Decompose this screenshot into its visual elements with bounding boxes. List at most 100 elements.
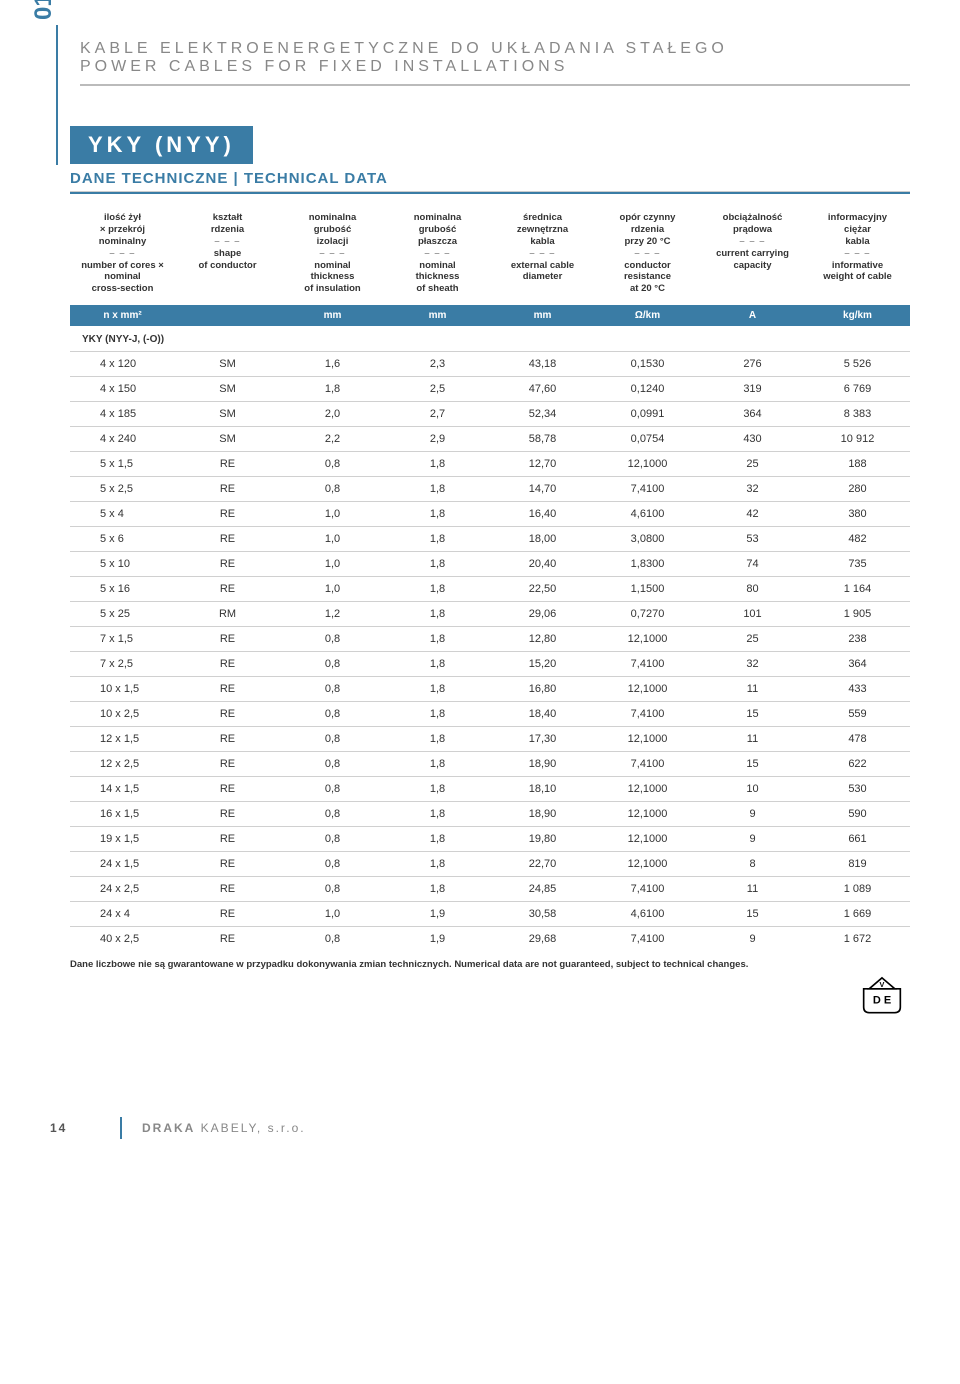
table-cell: 1,2 [280, 602, 385, 627]
product-block: YKY (NYY) DANE TECHNICZNE | TECHNICAL DA… [70, 126, 910, 1025]
table-cell: 1 672 [805, 927, 910, 952]
table-cell: 2,0 [280, 402, 385, 427]
table-cell: 18,10 [490, 777, 595, 802]
table-cell: 1,8 [280, 377, 385, 402]
table-cell: 43,18 [490, 352, 595, 377]
table-cell: RE [175, 927, 280, 952]
header-separator: – – – [177, 236, 278, 248]
table-cell: 12,1000 [595, 777, 700, 802]
table-cell: 7 x 2,5 [70, 652, 175, 677]
column-header: opór czynnyrdzeniaprzy 20 °C– – –conduct… [595, 212, 700, 295]
table-cell: 276 [700, 352, 805, 377]
footer-divider [120, 1117, 122, 1139]
table-cell: 12,1000 [595, 852, 700, 877]
table-cell: 1,9 [385, 902, 490, 927]
side-accent-line [56, 25, 58, 165]
column-header-en: conductorresistanceat 20 °C [597, 260, 698, 296]
table-cell: 8 383 [805, 402, 910, 427]
table-cell: 10 x 1,5 [70, 677, 175, 702]
table-row: 19 x 1,5RE0,81,819,8012,10009661 [70, 827, 910, 852]
column-header-pl: informacyjnyciężarkabla [807, 212, 908, 248]
table-row: 4 x 185SM2,02,752,340,09913648 383 [70, 402, 910, 427]
table-row: 5 x 1,5RE0,81,812,7012,100025188 [70, 452, 910, 477]
table-cell: 1 089 [805, 877, 910, 902]
table-cell: 1,6 [280, 352, 385, 377]
table-cell: 12,80 [490, 627, 595, 652]
table-cell: 1,9 [385, 927, 490, 952]
column-header: nominalnagrubośćpłaszcza– – –nominalthic… [385, 212, 490, 295]
header-separator: – – – [72, 248, 173, 260]
table-cell: 32 [700, 477, 805, 502]
table-cell: 16,80 [490, 677, 595, 702]
table-cell: 0,1240 [595, 377, 700, 402]
table-cell: 15 [700, 752, 805, 777]
table-cell: 12 x 2,5 [70, 752, 175, 777]
table-cell: 8 [700, 852, 805, 877]
table-row: 40 x 2,5RE0,81,929,687,410091 672 [70, 927, 910, 952]
accent-divider [70, 191, 910, 194]
unit-cell: A [700, 305, 805, 326]
header-separator: – – – [702, 236, 803, 248]
table-cell: 9 [700, 927, 805, 952]
table-cell: 80 [700, 577, 805, 602]
table-cell: 6 769 [805, 377, 910, 402]
header-separator: – – – [597, 248, 698, 260]
column-header-pl: opór czynnyrdzeniaprzy 20 °C [597, 212, 698, 248]
unit-cell [175, 305, 280, 326]
table-cell: 29,06 [490, 602, 595, 627]
table-cell: RE [175, 552, 280, 577]
table-cell: 1 669 [805, 902, 910, 927]
page-header: KABLE ELEKTROENERGETYCZNE DO UKŁADANIA S… [80, 40, 910, 86]
table-cell: 30,58 [490, 902, 595, 927]
table-cell: 188 [805, 452, 910, 477]
column-header-en: external cablediameter [492, 260, 593, 284]
table-cell: 74 [700, 552, 805, 577]
table-cell: 4 x 150 [70, 377, 175, 402]
table-cell: 1,8 [385, 452, 490, 477]
table-cell: 559 [805, 702, 910, 727]
table-cell: RE [175, 727, 280, 752]
table-row: 4 x 120SM1,62,343,180,15302765 526 [70, 352, 910, 377]
table-cell: 1,8 [385, 477, 490, 502]
table-cell: SM [175, 377, 280, 402]
table-cell: 24 x 4 [70, 902, 175, 927]
table-cell: 622 [805, 752, 910, 777]
table-cell: 58,78 [490, 427, 595, 452]
table-cell: 1,8 [385, 627, 490, 652]
table-cell: RE [175, 852, 280, 877]
table-cell: RE [175, 827, 280, 852]
table-cell: 15 [700, 902, 805, 927]
table-cell: 7,4100 [595, 652, 700, 677]
table-row: 5 x 6RE1,01,818,003,080053482 [70, 527, 910, 552]
table-cell: 380 [805, 502, 910, 527]
table-cell: 11 [700, 677, 805, 702]
table-cell: RE [175, 877, 280, 902]
table-cell: RE [175, 902, 280, 927]
footnote: Dane liczbowe nie są gwarantowane w przy… [70, 959, 910, 970]
table-cell: 5 x 6 [70, 527, 175, 552]
table-cell: SM [175, 402, 280, 427]
table-cell: 1,8 [385, 802, 490, 827]
table-cell: 19,80 [490, 827, 595, 852]
table-cell: 7,4100 [595, 477, 700, 502]
vde-mark: V D E [70, 976, 910, 1025]
table-cell: 12,1000 [595, 827, 700, 852]
table-row: 5 x 25RM1,21,829,060,72701011 905 [70, 602, 910, 627]
table-cell: 12,70 [490, 452, 595, 477]
svg-text:D E: D E [873, 995, 891, 1007]
table-cell: 1,1500 [595, 577, 700, 602]
unit-cell: Ω/km [595, 305, 700, 326]
table-cell: 735 [805, 552, 910, 577]
table-cell: 1 905 [805, 602, 910, 627]
table-cell: 12,1000 [595, 727, 700, 752]
table-cell: 32 [700, 652, 805, 677]
table-cell: RE [175, 702, 280, 727]
header-divider [80, 84, 910, 86]
table-cell: 0,8 [280, 702, 385, 727]
unit-cell: mm [385, 305, 490, 326]
page: 01 KABLE ELEKTROENERGETYCZNE DO UKŁADANI… [0, 0, 960, 1159]
column-header-en: current carryingcapacity [702, 248, 803, 272]
table-cell: 5 x 4 [70, 502, 175, 527]
table-cell: RE [175, 527, 280, 552]
unit-cell: kg/km [805, 305, 910, 326]
